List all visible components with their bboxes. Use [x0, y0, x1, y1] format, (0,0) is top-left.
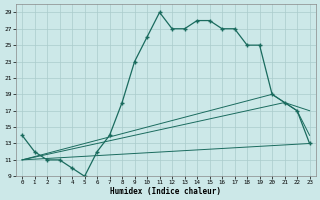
X-axis label: Humidex (Indice chaleur): Humidex (Indice chaleur) — [110, 187, 221, 196]
